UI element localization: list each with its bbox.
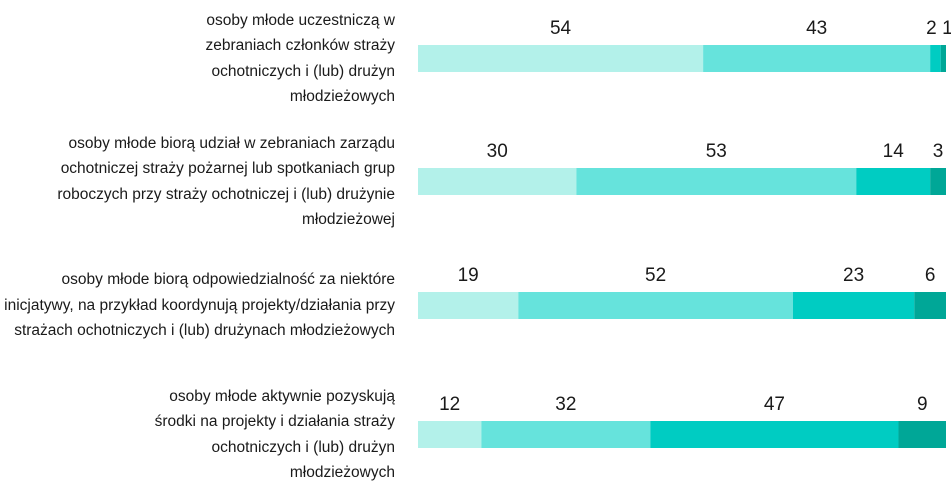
bar-segment [481, 421, 651, 448]
category-label: osoby młode aktywnie pozyskują środki na… [154, 387, 395, 481]
bar-segment [856, 168, 931, 195]
value-label: 12 [439, 394, 460, 415]
value-label: 32 [555, 394, 576, 415]
bar-segment [418, 45, 704, 72]
bar-segment [518, 292, 793, 319]
value-label: 1 [942, 18, 951, 39]
value-label: 43 [806, 18, 827, 39]
value-label: 52 [645, 265, 666, 286]
value-label: 6 [925, 265, 936, 286]
bar-segment [650, 421, 899, 448]
value-label: 14 [883, 141, 905, 162]
value-label: 2 [926, 18, 937, 39]
value-label: 9 [917, 394, 928, 415]
value-label: 30 [487, 141, 508, 162]
category-label: osoby młode biorą udział w zebraniach za… [57, 134, 395, 229]
bar-segment [418, 292, 519, 319]
category-label: osoby młode uczestniczą w zebraniach czł… [205, 11, 395, 106]
bar-segment [576, 168, 857, 195]
bar-segment [792, 292, 915, 319]
bar-segment [418, 421, 482, 448]
value-label: 23 [843, 265, 864, 286]
category-label: osoby młode biorą odpowiedzialność za ni… [4, 271, 395, 340]
bar-segment [930, 45, 941, 72]
bar-segment [898, 421, 946, 448]
bar-segment [940, 45, 946, 72]
value-label: 54 [550, 18, 572, 39]
bar-segment [930, 168, 946, 195]
value-label: 3 [933, 141, 944, 162]
value-label: 19 [458, 265, 479, 286]
value-label: 53 [706, 141, 727, 162]
value-label: 47 [764, 394, 785, 415]
bar-segment [914, 292, 946, 319]
bar-segment [418, 168, 577, 195]
bar-segment [703, 45, 931, 72]
